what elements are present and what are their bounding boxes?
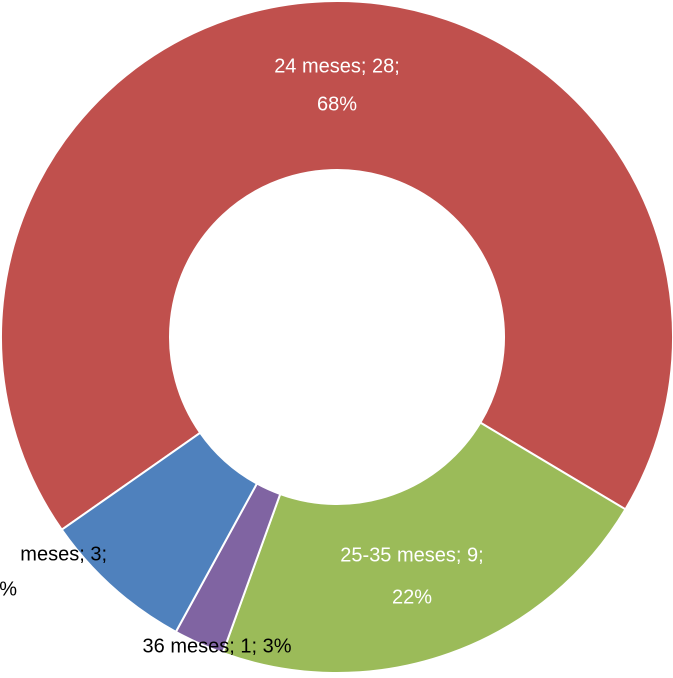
data-label: 36 meses; 1; 3% [143, 635, 292, 657]
slice [0, 0, 673, 532]
data-label: 24 meses; 28; [274, 55, 400, 77]
data-label: % [0, 578, 17, 600]
slice [60, 431, 259, 634]
data-label: meses; 3; [20, 543, 107, 565]
data-label: 25-35 meses; 9; [340, 544, 483, 566]
slice [221, 421, 627, 674]
data-label: 68% [317, 93, 357, 115]
data-label: 22% [392, 586, 432, 608]
